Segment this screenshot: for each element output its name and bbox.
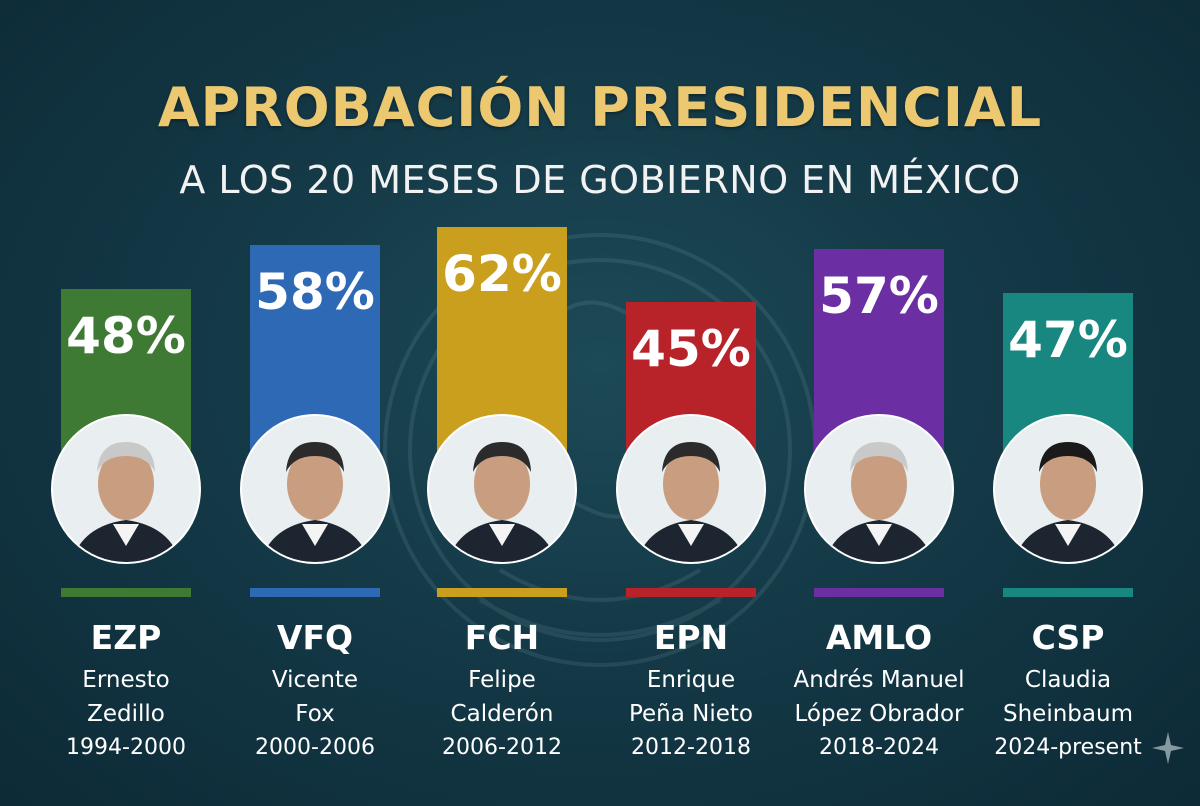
- president-first-name: Claudia: [1024, 667, 1112, 693]
- category-label: AMLO: [825, 618, 933, 657]
- color-underline: [1003, 588, 1133, 597]
- data-label-fch: 62%: [442, 245, 562, 304]
- sparkle-icon: [1152, 732, 1184, 764]
- portrait-avatar: [804, 414, 954, 564]
- portrait-avatar: [993, 414, 1143, 564]
- category-label: FCH: [464, 618, 540, 657]
- president-last-name: López Obrador: [794, 701, 964, 727]
- term-years: 2024-present: [994, 735, 1142, 760]
- color-underline: [814, 588, 944, 597]
- portrait-avatar: [240, 414, 390, 564]
- term-years: 2018-2024: [819, 735, 939, 760]
- data-label-ezp: 48%: [66, 306, 186, 365]
- data-label-vfq: 58%: [255, 262, 375, 321]
- color-underline: [437, 588, 567, 597]
- president-first-name: Ernesto: [82, 667, 170, 693]
- president-last-name: Sheinbaum: [1003, 701, 1133, 727]
- color-underline: [61, 588, 191, 597]
- president-first-name: Vicente: [271, 667, 359, 693]
- president-last-name: Zedillo: [87, 701, 165, 727]
- chart-subtitle: A LOS 20 MESES DE GOBIERNO EN MÉXICO: [179, 158, 1021, 202]
- president-last-name: Peña Nieto: [628, 701, 754, 727]
- president-first-name: Andrés Manuel: [793, 667, 965, 693]
- term-years: 2006-2012: [442, 735, 562, 760]
- term-years: 2000-2006: [255, 735, 375, 760]
- color-underline: [626, 588, 756, 597]
- category-label: VFQ: [276, 618, 354, 657]
- portrait-avatar: [51, 414, 201, 564]
- term-years: 2012-2018: [631, 735, 751, 760]
- category-label: EPN: [653, 618, 729, 657]
- portrait-avatar: [616, 414, 766, 564]
- term-years: 1994-2000: [66, 735, 186, 760]
- data-label-csp: 47%: [1008, 311, 1128, 370]
- category-label: CSP: [1031, 618, 1105, 657]
- color-underline: [250, 588, 380, 597]
- data-label-epn: 45%: [631, 320, 751, 378]
- chart-title: APROBACIÓN PRESIDENCIAL: [157, 76, 1043, 139]
- president-first-name: Enrique: [646, 667, 736, 693]
- president-last-name: Fox: [295, 701, 335, 727]
- category-label: EZP: [90, 618, 162, 657]
- data-label-amlo: 57%: [819, 267, 939, 326]
- portrait-avatar: [427, 414, 577, 564]
- president-first-name: Felipe: [468, 667, 536, 693]
- president-last-name: Calderón: [450, 701, 554, 727]
